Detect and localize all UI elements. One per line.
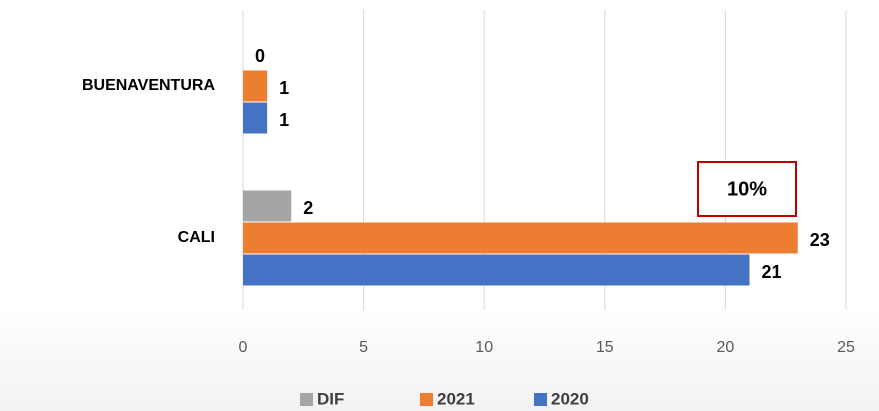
annotation: 10%: [727, 178, 767, 200]
x-tick-label: 5: [359, 339, 368, 356]
x-tick-label: 20: [717, 339, 735, 356]
annotation-box: [697, 161, 797, 217]
x-tick-label: 0: [239, 339, 248, 356]
x-tick-label: 25: [837, 339, 855, 356]
data-label: 2: [303, 198, 313, 218]
data-label: 23: [810, 230, 830, 250]
bar: [243, 102, 268, 134]
category-label: CALI: [178, 229, 215, 246]
x-tick-label: 10: [475, 339, 493, 356]
bar: [243, 70, 268, 102]
bar: [243, 190, 292, 222]
bar: [243, 222, 798, 254]
legend-label: DIF: [317, 389, 344, 408]
background: [0, 310, 879, 411]
legend-label: 2021: [437, 389, 475, 408]
bar: [243, 254, 750, 286]
data-label: 1: [279, 110, 289, 130]
legend-swatch: [420, 393, 433, 406]
category-label: BUENAVENTURA: [82, 77, 215, 94]
data-label: 1: [279, 78, 289, 98]
data-label: 21: [762, 262, 782, 282]
legend-label: 2020: [551, 389, 589, 408]
legend-swatch: [534, 393, 547, 406]
data-label: 0: [255, 46, 265, 66]
legend-swatch: [300, 393, 313, 406]
x-tick-label: 15: [596, 339, 614, 356]
